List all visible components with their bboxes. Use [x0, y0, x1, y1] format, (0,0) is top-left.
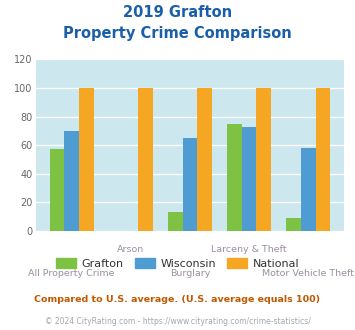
Text: Property Crime Comparison: Property Crime Comparison	[63, 26, 292, 41]
Bar	[242, 127, 256, 231]
Bar	[316, 88, 330, 231]
Bar	[227, 124, 242, 231]
Text: All Property Crime: All Property Crime	[28, 269, 115, 278]
Text: 2019 Grafton: 2019 Grafton	[123, 5, 232, 20]
Text: © 2024 CityRating.com - https://www.cityrating.com/crime-statistics/: © 2024 CityRating.com - https://www.city…	[45, 317, 310, 326]
Bar	[286, 218, 301, 231]
Bar	[79, 88, 94, 231]
Bar	[50, 149, 64, 231]
Text: Motor Vehicle Theft: Motor Vehicle Theft	[262, 269, 354, 278]
Bar	[301, 148, 316, 231]
Bar	[197, 88, 212, 231]
Bar	[168, 213, 182, 231]
Text: Compared to U.S. average. (U.S. average equals 100): Compared to U.S. average. (U.S. average …	[34, 295, 321, 304]
Bar	[64, 131, 79, 231]
Text: Arson: Arson	[117, 245, 144, 254]
Text: Larceny & Theft: Larceny & Theft	[211, 245, 287, 254]
Text: Burglary: Burglary	[170, 269, 210, 278]
Bar	[182, 138, 197, 231]
Legend: Grafton, Wisconsin, National: Grafton, Wisconsin, National	[51, 254, 304, 273]
Bar	[256, 88, 271, 231]
Bar	[138, 88, 153, 231]
